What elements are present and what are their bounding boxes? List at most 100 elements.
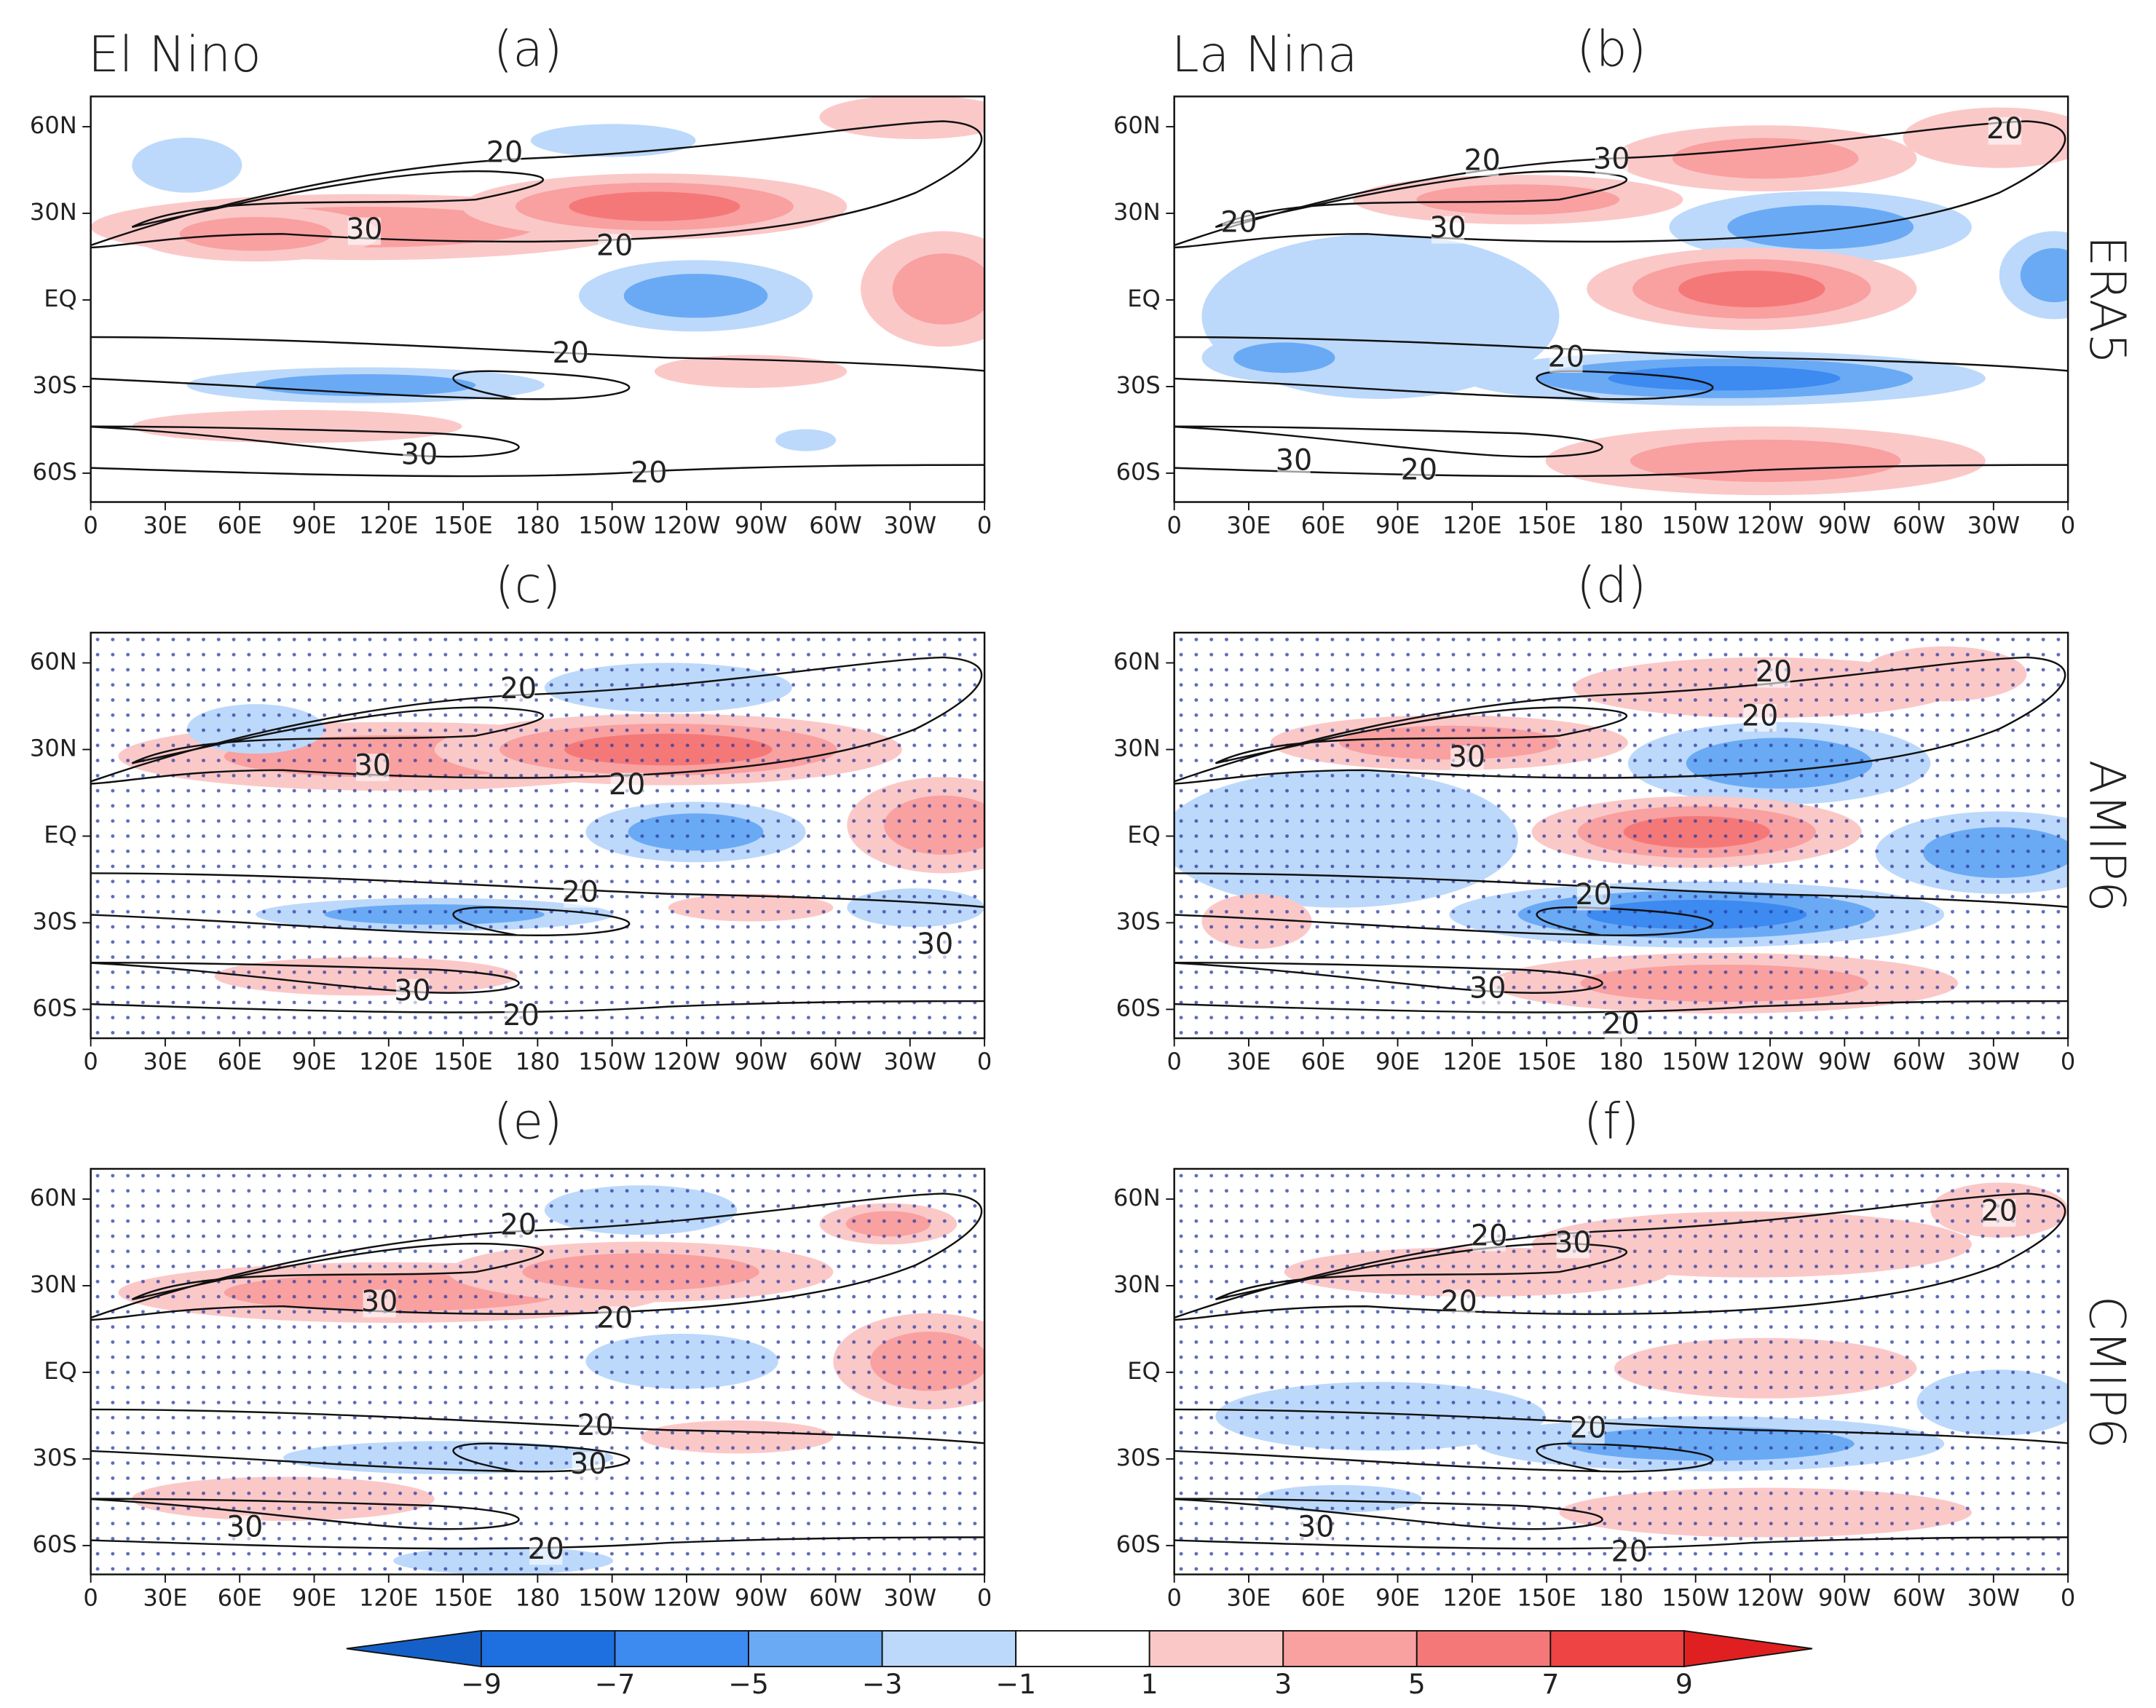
contour-label: 20 bbox=[1401, 454, 1437, 487]
colorbar-label: 9 bbox=[1675, 1668, 1693, 1700]
lon-tick-label: 30W bbox=[884, 1048, 937, 1075]
shading bbox=[1174, 632, 2069, 1039]
contour-label: 30 bbox=[355, 749, 391, 783]
lon-tick-label: 0 bbox=[1166, 1584, 1181, 1612]
lon-tick-label: 120E bbox=[359, 1584, 419, 1612]
lon-tick-label: 60W bbox=[1892, 512, 1946, 539]
lon-tick-label: 0 bbox=[977, 1048, 992, 1075]
lon-tick-label: 150E bbox=[1517, 1584, 1576, 1612]
shading bbox=[1174, 96, 2069, 502]
colorbar-label: −1 bbox=[995, 1668, 1036, 1700]
contour bbox=[1174, 656, 2066, 785]
anomaly-shade bbox=[1903, 107, 2069, 168]
column-title: La Nina bbox=[1172, 26, 1358, 84]
lon-tick-label: 90E bbox=[1375, 512, 1420, 539]
contour-label: 20 bbox=[1603, 1008, 1639, 1041]
lon-tick-label: 120E bbox=[1442, 1048, 1502, 1075]
colorbar-label: 1 bbox=[1141, 1668, 1158, 1700]
lon-tick-label: 180 bbox=[516, 512, 560, 539]
contour-label-bg bbox=[502, 1212, 535, 1241]
lon-tick-label: 30E bbox=[1226, 512, 1271, 539]
contour-label-bg bbox=[1556, 1230, 1590, 1259]
lon-tick-label: 30W bbox=[1967, 1584, 2021, 1612]
row-label: AMIP6 bbox=[2078, 760, 2136, 912]
contour-label: 20 bbox=[1440, 1285, 1477, 1318]
lon-tick-label: 60E bbox=[218, 1584, 262, 1612]
lon-tick-label: 150W bbox=[578, 1584, 646, 1612]
contour bbox=[90, 370, 631, 400]
contour bbox=[131, 706, 544, 764]
lon-tick-label: 60W bbox=[1892, 1048, 1946, 1075]
contour bbox=[131, 170, 544, 229]
colorbar-label: −9 bbox=[461, 1668, 502, 1700]
panel-label: (f) bbox=[1584, 1094, 1640, 1151]
contour-label: 20 bbox=[609, 768, 645, 802]
contour-label: 20 bbox=[1471, 1219, 1507, 1252]
contour-label: 30 bbox=[1593, 143, 1630, 176]
lat-tick-label: EQ bbox=[1127, 285, 1161, 312]
contour bbox=[90, 1000, 985, 1013]
contour-label: 20 bbox=[1742, 700, 1778, 733]
lat-tick-label: 30S bbox=[1116, 1444, 1161, 1471]
contour bbox=[131, 1242, 544, 1301]
contour-label: 30 bbox=[1449, 740, 1485, 774]
lon-tick-label: 120E bbox=[359, 512, 419, 539]
lat-tick-label: 60N bbox=[30, 648, 77, 676]
shading bbox=[90, 1169, 985, 1575]
contour-label-bg bbox=[1988, 116, 2021, 145]
stippling bbox=[90, 632, 985, 1039]
contour-label: 20 bbox=[1575, 878, 1611, 912]
contour bbox=[90, 872, 985, 909]
lat-tick-label: 60S bbox=[1116, 1530, 1161, 1558]
lat-tick-label: EQ bbox=[44, 1357, 77, 1385]
contour-label-bg bbox=[564, 879, 597, 908]
lat-tick-label: 30N bbox=[30, 198, 77, 226]
contour-label: 20 bbox=[577, 1409, 613, 1442]
lon-tick-label: 30W bbox=[884, 1584, 937, 1612]
lon-tick-label: 60E bbox=[218, 512, 262, 539]
contour-label-bg bbox=[572, 1452, 605, 1480]
lat-tick-label: 60N bbox=[1113, 648, 1161, 676]
contour-label-bg bbox=[1549, 345, 1583, 373]
colorbar-box bbox=[1015, 1629, 1150, 1667]
contour-label: 20 bbox=[500, 672, 537, 705]
lon-tick-label: 150W bbox=[1662, 1048, 1729, 1075]
lat-tick-label: EQ bbox=[1127, 1357, 1161, 1385]
lat-tick-label: EQ bbox=[44, 821, 77, 848]
contour-label-bg bbox=[554, 341, 588, 369]
contour-label-bg bbox=[228, 1515, 261, 1543]
contour-label-bg bbox=[488, 140, 521, 168]
contour bbox=[1174, 1498, 1603, 1530]
anomaly-shade bbox=[1233, 342, 1335, 373]
contour bbox=[1174, 1442, 1714, 1473]
lon-tick-label: 0 bbox=[83, 1048, 98, 1075]
colorbar-label: 5 bbox=[1408, 1668, 1426, 1700]
contour bbox=[90, 1498, 520, 1530]
row-label: CMIP6 bbox=[2078, 1296, 2136, 1449]
row-label: ERA5 bbox=[2078, 235, 2136, 364]
contour-label-bg bbox=[1466, 149, 1499, 177]
colorbar-box bbox=[614, 1629, 749, 1667]
lon-tick-label: 150E bbox=[433, 1048, 493, 1075]
contour bbox=[1215, 1242, 1627, 1301]
contour-label-bg bbox=[1450, 745, 1484, 773]
contour-label-bg bbox=[1757, 660, 1790, 688]
lat-tick-label: 30N bbox=[1113, 198, 1161, 226]
lat-tick-label: 60S bbox=[33, 994, 77, 1021]
lon-tick-label: 90E bbox=[292, 1048, 336, 1075]
lat-tick-label: EQ bbox=[44, 285, 77, 312]
contour-label: 30 bbox=[361, 1285, 398, 1318]
contour-label: 30 bbox=[346, 213, 382, 246]
lon-tick-label: 90E bbox=[1375, 1048, 1420, 1075]
contour-label-bg bbox=[1277, 448, 1311, 476]
lon-tick-label: 90E bbox=[1375, 1584, 1420, 1612]
colorbar-box bbox=[1415, 1629, 1552, 1667]
lon-tick-label: 150W bbox=[1662, 1584, 1729, 1612]
anomaly-shade bbox=[892, 253, 985, 325]
contour-label: 20 bbox=[1981, 1194, 2017, 1227]
lat-tick-label: 60N bbox=[1113, 111, 1161, 139]
lon-tick-label: 150W bbox=[578, 1048, 646, 1075]
